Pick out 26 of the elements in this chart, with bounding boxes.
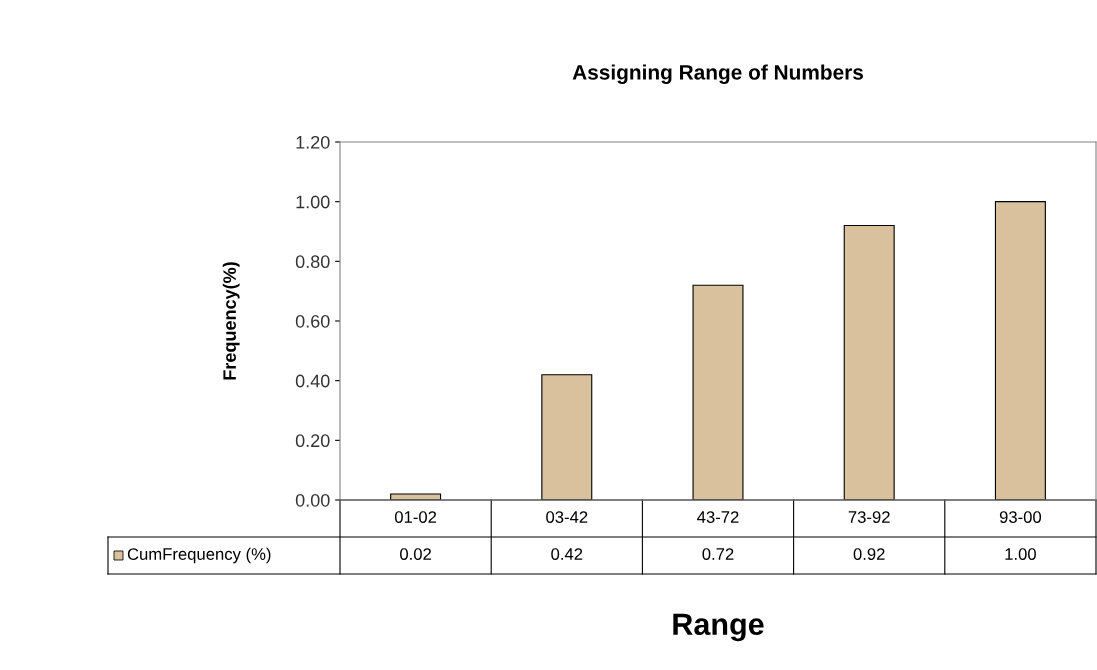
x-tick-label: 43-72 [697, 511, 739, 523]
data-label: 0.92 [853, 548, 885, 560]
bar [994, 201, 1046, 500]
x-axis-title: Range [673, 613, 764, 642]
bar [390, 493, 442, 500]
y-tick-label: 0.60 [295, 314, 330, 328]
bar [692, 284, 744, 500]
bar [843, 224, 895, 500]
y-tick-label: 1.20 [296, 135, 330, 149]
data-label: 0.02 [400, 548, 431, 560]
y-tick-label: 0.20 [295, 434, 330, 448]
y-tick-label: 0.80 [295, 255, 330, 269]
x-tick-label: 93-00 [999, 511, 1042, 523]
data-label: 1.00 [1005, 548, 1036, 560]
bar [541, 374, 593, 500]
y-axis-title: Frequency(%) [222, 262, 240, 380]
x-tick-label: 73-92 [848, 511, 890, 523]
y-tick-label: 0.00 [295, 493, 330, 507]
legend-label: CumFrequency (%) [127, 547, 271, 564]
x-tick-label: 03-42 [546, 511, 588, 523]
data-label: 0.42 [551, 548, 583, 560]
y-tick-label: 0.40 [295, 374, 330, 388]
y-tick-label: 1.00 [296, 195, 330, 209]
data-label: 0.72 [702, 548, 734, 560]
chart-title: Assigning Range of Numbers [572, 64, 863, 84]
x-tick-label: 01-02 [394, 511, 437, 523]
